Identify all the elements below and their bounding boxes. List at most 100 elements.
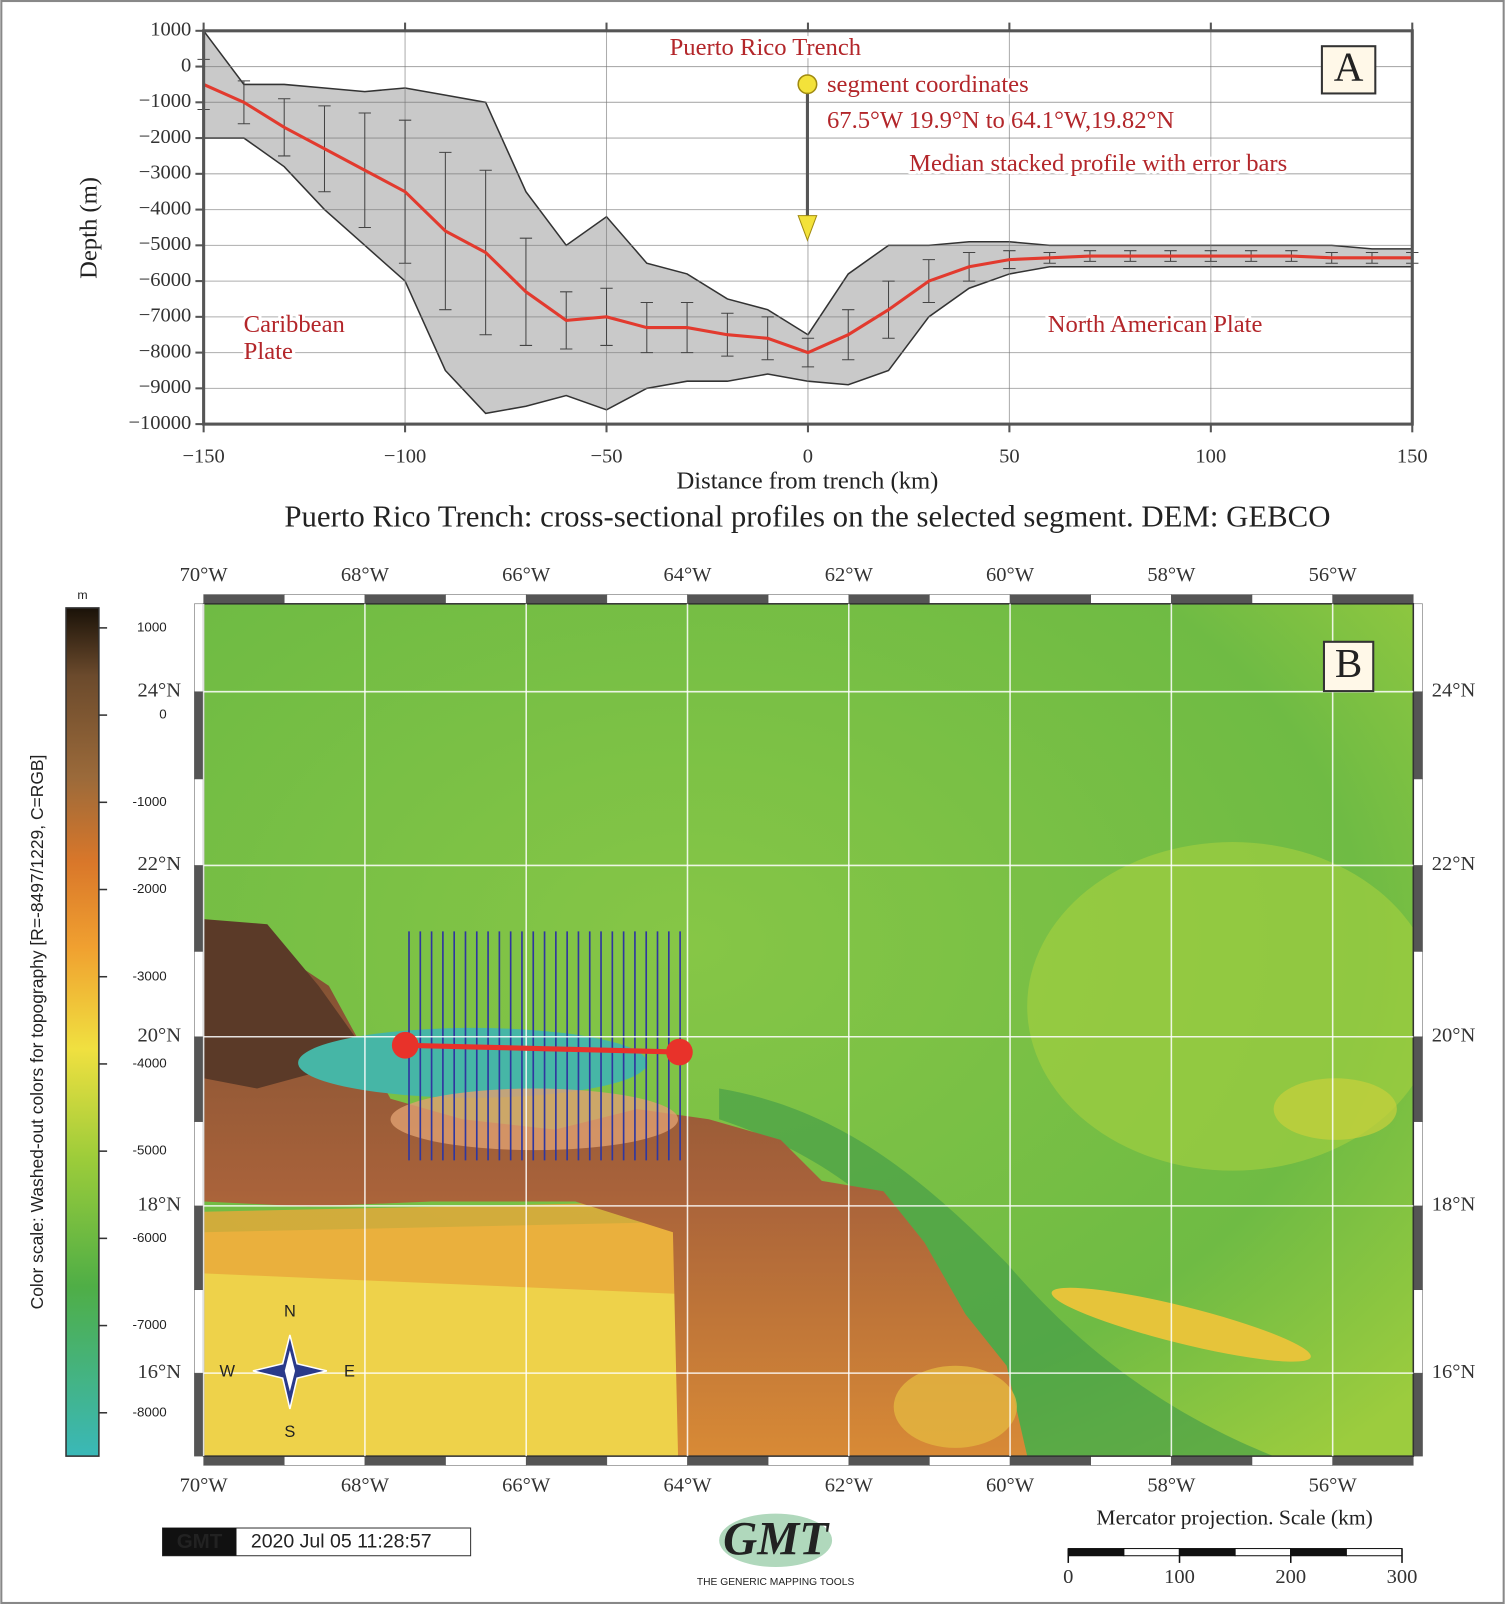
- frame-bar: [1413, 1289, 1423, 1374]
- lat-label: 20°N: [1432, 1024, 1476, 1046]
- frame-bar: [525, 594, 608, 605]
- frame-bar: [1332, 594, 1414, 605]
- map-terrain: [203, 603, 1414, 1457]
- colorbar-tick-label: -3000: [133, 968, 167, 983]
- y-tick-label: 1000: [150, 19, 191, 41]
- colorbar: [65, 607, 100, 1457]
- frame-bar: [284, 1455, 366, 1466]
- frame-bar: [1251, 1455, 1333, 1466]
- panel-label: A: [1334, 43, 1364, 89]
- frame-bar: [848, 594, 930, 605]
- frame-bar: [194, 691, 204, 780]
- scale-label: 200: [1275, 1566, 1306, 1588]
- annotation: Median stacked profile with error bars: [909, 150, 1287, 177]
- panel-label: B: [1335, 640, 1362, 686]
- chart-title: Puerto Rico Trench: cross-sectional prof…: [284, 500, 1330, 534]
- median-line: [203, 83, 1413, 355]
- frame-bar: [687, 594, 769, 605]
- y-tick-label: −7000: [139, 305, 192, 327]
- compass-label: N: [284, 1303, 296, 1321]
- lon-label: 64°W: [663, 1475, 712, 1497]
- annotation: 67.5°W 19.9°N to 64.1°W,19.82°N: [827, 107, 1174, 134]
- colorbar-tick-label: 0: [159, 707, 166, 722]
- lat-label: 20°N: [137, 1024, 181, 1046]
- x-tick-label: −50: [590, 446, 622, 468]
- frame-bar: [194, 778, 204, 866]
- frame-bar: [1009, 1455, 1091, 1466]
- lat-label: 18°N: [137, 1194, 181, 1216]
- lon-label: 64°W: [663, 564, 712, 586]
- annotation: Caribbean: [244, 311, 345, 338]
- frame-bar: [687, 1455, 769, 1466]
- scale-segment: [1234, 1548, 1292, 1557]
- frame-bar: [1251, 594, 1333, 605]
- lat-label: 18°N: [1432, 1194, 1476, 1216]
- panel-label-box: [1320, 45, 1377, 95]
- frame-bar: [194, 1289, 204, 1374]
- y-tick-label: −3000: [139, 162, 192, 184]
- frame-bar: [525, 1455, 608, 1466]
- profile-panel: 10000−1000−2000−3000−4000−5000−6000−7000…: [128, 19, 1427, 468]
- annotation: Puerto Rico Trench: [670, 34, 862, 61]
- lat-label: 22°N: [1432, 853, 1476, 875]
- frame-bar: [1009, 594, 1091, 605]
- lon-label: 66°W: [502, 1475, 551, 1497]
- lon-label: 68°W: [341, 564, 390, 586]
- colorbar-tick-label: -2000: [133, 881, 167, 896]
- frame-bar: [1332, 1455, 1414, 1466]
- frame-bar: [364, 1455, 446, 1466]
- scale-label: 0: [1063, 1566, 1073, 1588]
- colorbar-tick-label: 1000: [137, 619, 167, 634]
- y-tick-label: −8000: [139, 340, 192, 362]
- lon-label: 62°W: [825, 1475, 874, 1497]
- envelope-area: [203, 30, 1413, 414]
- x-tick-label: 100: [1195, 446, 1226, 468]
- x-tick-label: −150: [182, 446, 224, 468]
- scale-bar: 0 100 200 300: [1063, 1548, 1417, 1588]
- lon-label: 68°W: [341, 1475, 390, 1497]
- frame-bar: [606, 1455, 688, 1466]
- lat-label: 16°N: [1432, 1361, 1476, 1383]
- frame-bar: [1413, 1036, 1423, 1122]
- lon-label: 70°W: [180, 564, 229, 586]
- frame-bar: [1171, 594, 1253, 605]
- panel-label-box: [1322, 640, 1375, 693]
- logo: GMT: [723, 1513, 830, 1565]
- y-tick-label: −1000: [139, 90, 192, 112]
- colorbar-tick-label: -1000: [133, 794, 167, 809]
- y-tick-label: −6000: [139, 269, 192, 291]
- segment-endpoint: [666, 1038, 693, 1066]
- timestamp: 2020 Jul 05 11:28:57: [251, 1531, 432, 1553]
- lon-label: 56°W: [1309, 1475, 1358, 1497]
- x-tick-label: 150: [1397, 446, 1428, 468]
- frame-bar: [1413, 865, 1423, 952]
- frame-bar: [929, 1455, 1011, 1466]
- scale-label: 100: [1164, 1566, 1195, 1588]
- frame-bar: [767, 1455, 850, 1466]
- y-tick-label: −10000: [128, 412, 191, 434]
- lon-label: 56°W: [1309, 564, 1358, 586]
- scale-segment: [1345, 1548, 1403, 1557]
- profile-lines: [408, 931, 681, 1161]
- lon-label: 70°W: [180, 1475, 229, 1497]
- x-tick-label: −100: [384, 446, 426, 468]
- frame-bar: [445, 1455, 527, 1466]
- lon-label: 58°W: [1147, 564, 1196, 586]
- annotation: segment coordinates: [827, 71, 1029, 98]
- frame-bar: [194, 1121, 204, 1207]
- y-tick-label: −2000: [139, 126, 192, 148]
- lon-label: 62°W: [825, 564, 874, 586]
- compass-label: S: [284, 1423, 295, 1441]
- lon-label: 60°W: [986, 564, 1035, 586]
- colorbar-tick-label: -8000: [133, 1404, 167, 1419]
- frame-bar: [284, 594, 366, 605]
- lat-label: 24°N: [137, 679, 181, 701]
- timestamp-logo: GMT: [177, 1530, 223, 1553]
- lat-label: 24°N: [1432, 679, 1476, 701]
- lon-label: 58°W: [1147, 1475, 1196, 1497]
- y-tick-label: −9000: [139, 376, 192, 398]
- frame-bar: [1413, 691, 1423, 780]
- colorbar-tick-label: -7000: [133, 1317, 167, 1332]
- lat-label: 22°N: [137, 853, 181, 875]
